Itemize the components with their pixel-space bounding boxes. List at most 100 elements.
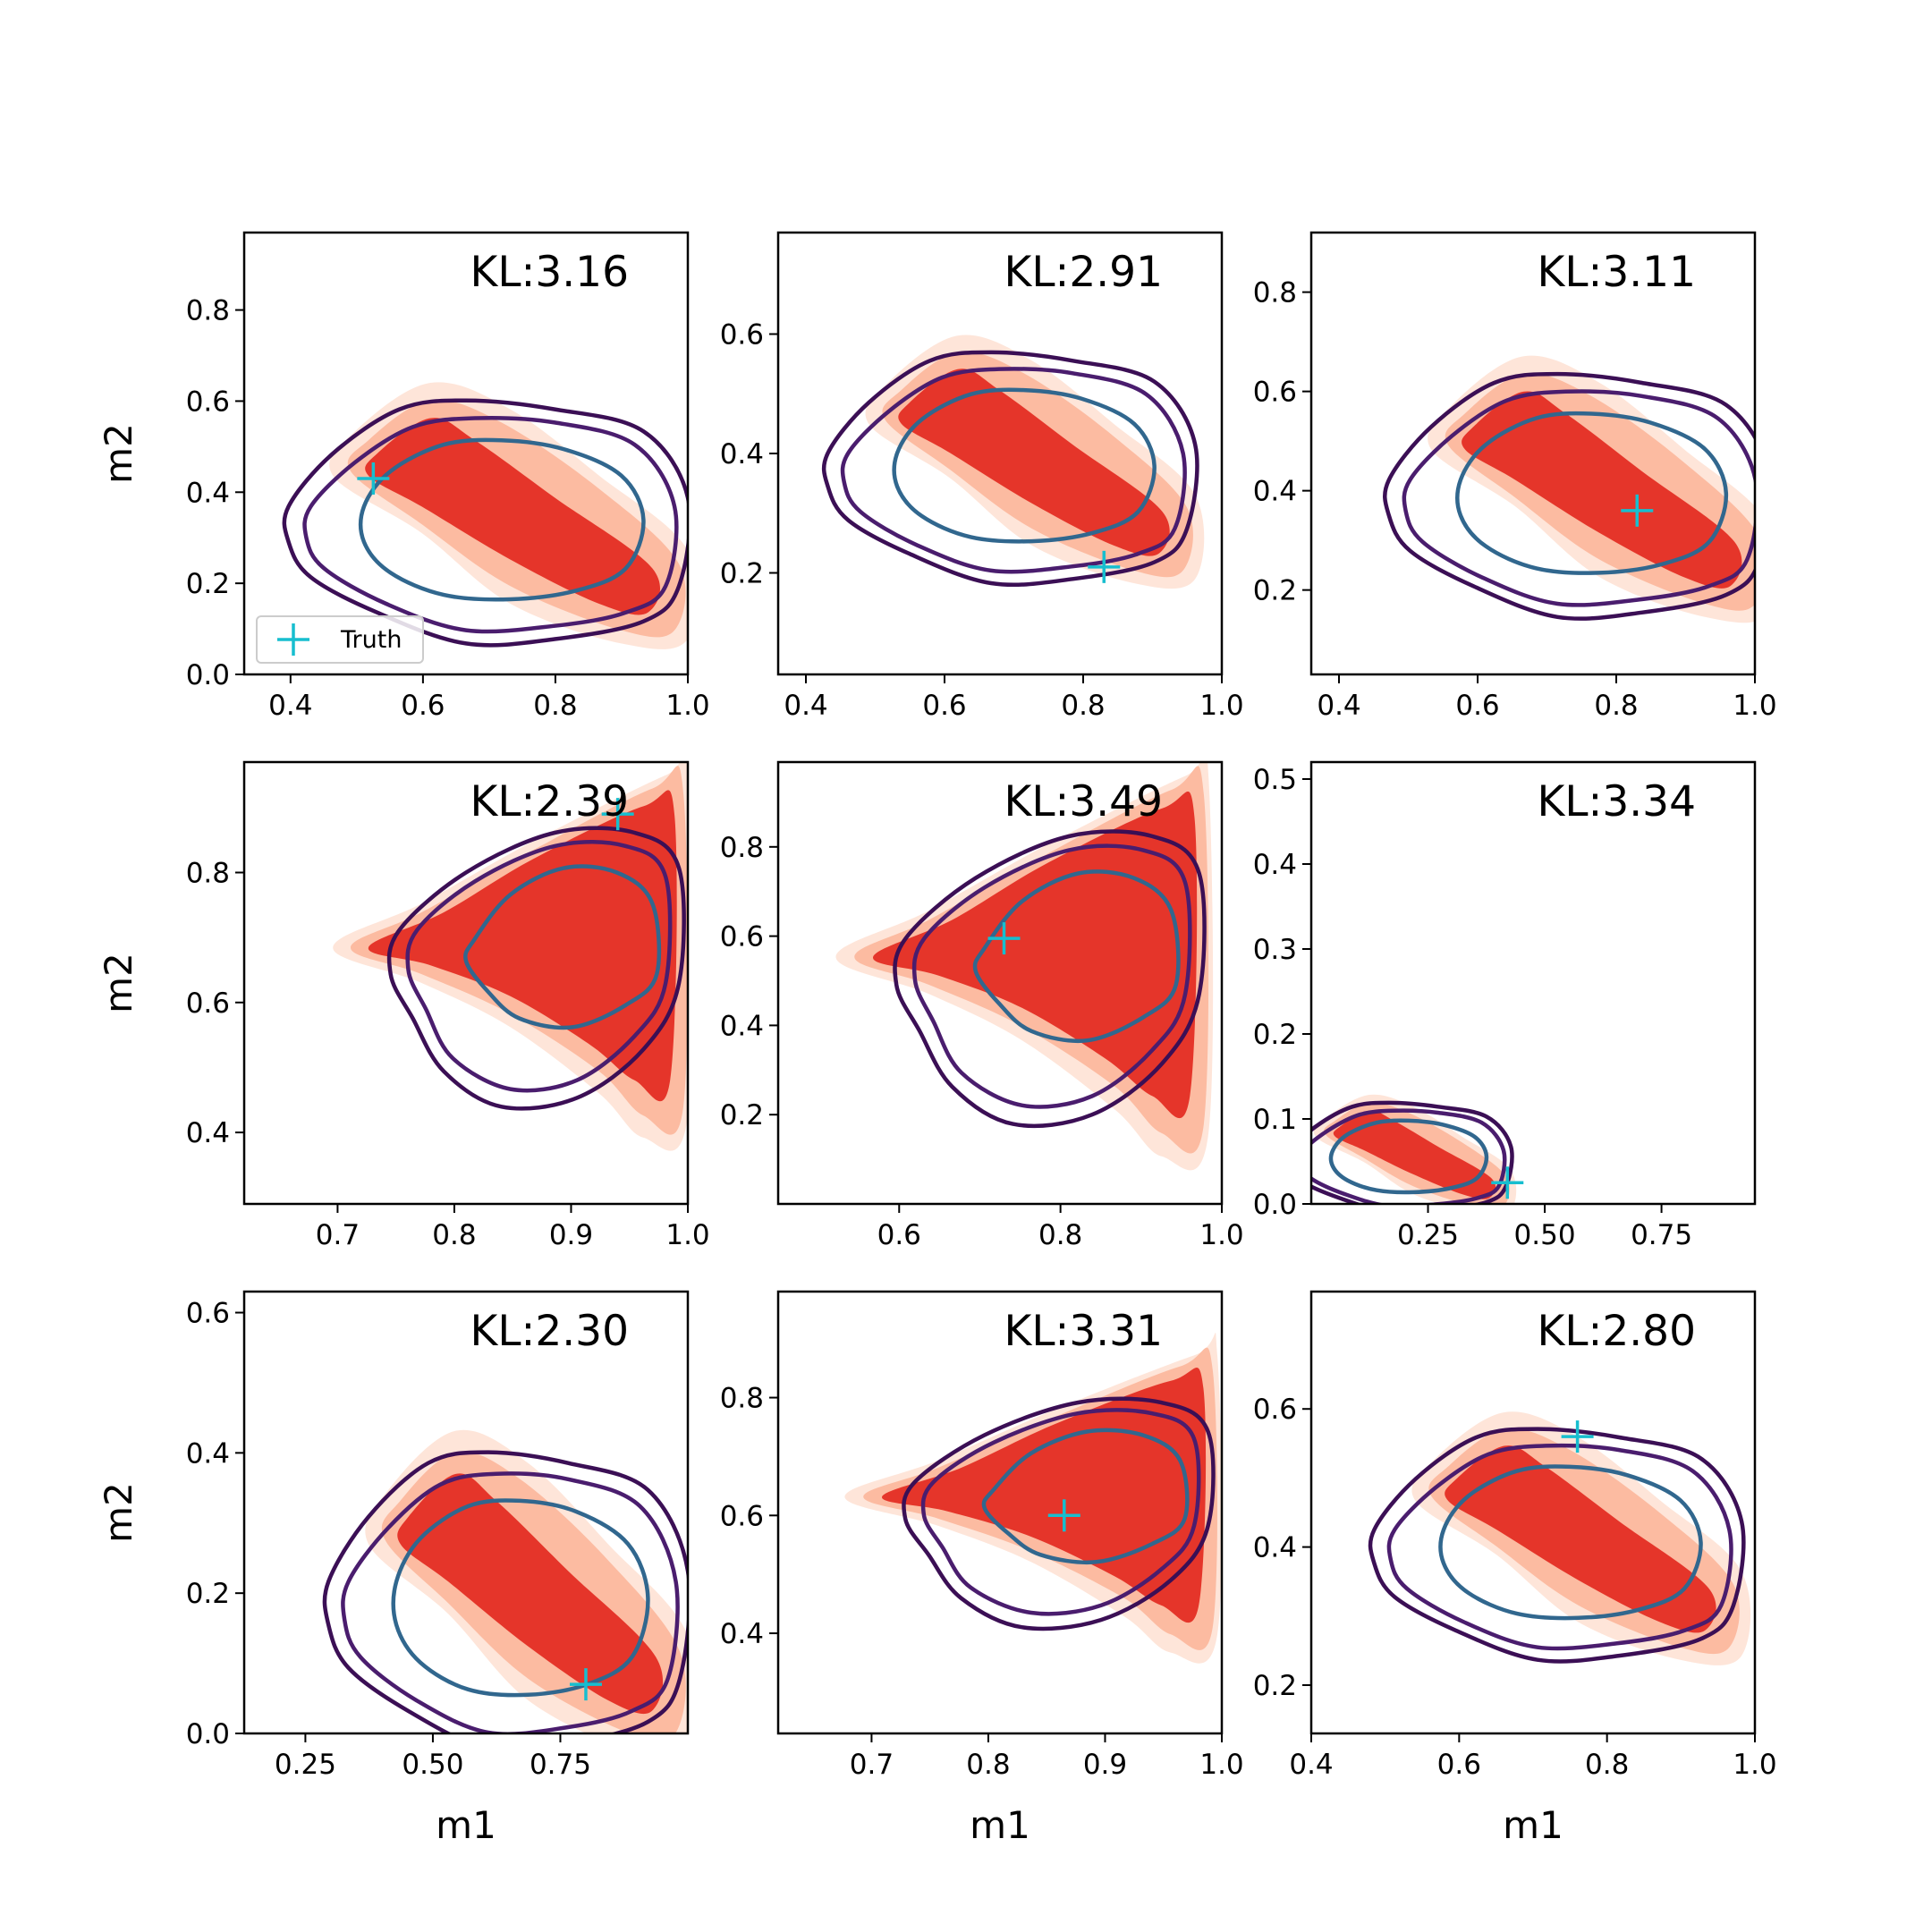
y-tick-label: 0.2: [1253, 1670, 1297, 1702]
legend-label: Truth: [340, 626, 402, 654]
y-tick-label: 0.4: [186, 1117, 230, 1149]
kl-annotation: KL:2.91: [1004, 248, 1164, 297]
y-tick-label: 0.6: [1253, 377, 1297, 409]
y-tick-label: 0.0: [186, 1718, 230, 1750]
x-tick-label: 0.8: [966, 1749, 1010, 1781]
x-tick-label: 0.4: [784, 690, 827, 722]
x-tick-label: 1.0: [1199, 690, 1243, 722]
x-tick-label: 0.8: [432, 1219, 476, 1251]
kl-annotation: KL:2.80: [1538, 1307, 1697, 1356]
x-tick-label: 0.8: [1038, 1219, 1082, 1251]
subplot-7: 0.25 0.50 0.75 0.0 0.2 0.4 0.6 KL:2.30 m2 m1: [97, 1290, 690, 1847]
subplot-4: 0.7 0.8 0.9 1.0 0.4 0.6 0.8 KL:2.39 m2: [97, 760, 710, 1251]
y-tick-label: 0.4: [186, 1437, 230, 1470]
truth-marker: [1621, 494, 1654, 527]
contour-line-outer: [386, 826, 686, 1111]
x-tick-label: 0.8: [1594, 690, 1638, 722]
truth-marker: [1088, 550, 1121, 583]
y-tick-label: 0.8: [720, 1383, 764, 1415]
axes-frame: [1309, 760, 1757, 1206]
axes-frame: [776, 760, 1224, 1206]
y-tick-label: 0.4: [186, 477, 230, 509]
x-tick-label: 0.6: [1455, 690, 1499, 722]
kl-annotation: KL:2.39: [470, 777, 630, 826]
truth-marker: [601, 798, 634, 831]
kl-annotation: KL:3.34: [1538, 777, 1697, 826]
y-tick-label: 0.2: [186, 1578, 230, 1610]
contour-line-outer: [893, 829, 1207, 1129]
truth-marker: [569, 1668, 602, 1701]
contour-line-outer: [282, 398, 688, 648]
y-tick-label: 0.2: [720, 558, 764, 590]
truth-marker: [1491, 1166, 1524, 1199]
y-tick-label: 0.0: [186, 659, 230, 691]
plot-area: [835, 762, 1214, 1171]
x-tick-label: 0.6: [401, 690, 445, 722]
y-tick-label: 0.8: [720, 832, 764, 864]
contour-line-inner: [1328, 1118, 1489, 1195]
y-tick-label: 0.1: [1253, 1104, 1297, 1136]
subplot-8: 0.7 0.8 0.9 1.0 0.4 0.6 0.8 KL:3.31 m1: [720, 1290, 1244, 1847]
contour-line-outer: [821, 350, 1199, 588]
subplot-5: 0.6 0.8 1.0 0.2 0.4 0.6 0.8 KL:3.49: [720, 760, 1244, 1251]
legend: Truth: [256, 615, 424, 664]
x-axis-label: m1: [1503, 1803, 1563, 1847]
x-tick-label: 0.75: [530, 1749, 591, 1781]
x-tick-label: 1.0: [1733, 1749, 1776, 1781]
plot-area: [282, 382, 688, 649]
x-tick-label: 0.4: [1289, 1749, 1333, 1781]
contour-line-outer: [1368, 1427, 1746, 1664]
contour-line-inner: [358, 437, 646, 602]
x-axis-label: m1: [436, 1803, 496, 1847]
x-axis-label: m1: [970, 1803, 1030, 1847]
y-tick-label: 0.2: [1253, 1019, 1297, 1051]
density-fill-inner: [872, 791, 1198, 1119]
y-tick-label: 0.6: [186, 987, 230, 1020]
contour-line-inner: [972, 869, 1181, 1044]
axes-frame: [1309, 1290, 1757, 1735]
subplot-6: 0.25 0.50 0.75 0.0 0.1 0.2 0.3 0.4 0.5 KL:3.34: [1253, 760, 1757, 1251]
plot-area: [322, 1429, 688, 1733]
x-tick-label: 0.25: [275, 1749, 336, 1781]
subplot-2: 0.4 0.6 0.8 1.0 0.2 0.4 0.6 KL:2.91: [720, 231, 1244, 722]
x-tick-label: 0.8: [533, 690, 577, 722]
y-tick-label: 0.8: [186, 295, 230, 327]
y-tick-label: 0.3: [1253, 934, 1297, 966]
legend-box: [256, 615, 424, 664]
x-tick-label: 0.6: [922, 690, 966, 722]
contour-line-mid: [1386, 1443, 1733, 1651]
plot-area: [821, 335, 1205, 589]
density-fill-inner: [881, 1367, 1207, 1623]
y-tick-label: 0.6: [720, 921, 764, 953]
kl-annotation: KL:3.49: [1004, 777, 1164, 826]
kl-annotation: KL:2.30: [470, 1307, 630, 1356]
contour-line-inner: [463, 864, 662, 1030]
y-axis-label: m2: [97, 1482, 140, 1543]
y-tick-label: 0.4: [720, 1010, 764, 1042]
x-tick-label: 0.25: [1397, 1219, 1459, 1251]
y-axis-label: m2: [97, 953, 140, 1013]
y-tick-label: 0.8: [186, 858, 230, 890]
y-tick-label: 0.6: [1253, 1394, 1297, 1426]
plot-area: [844, 1333, 1222, 1664]
density-fill-inner: [1462, 391, 1742, 589]
contour-line-mid: [1311, 1108, 1507, 1204]
x-tick-label: 0.8: [1061, 690, 1105, 722]
contour-line-inner: [892, 387, 1157, 544]
y-tick-label: 0.6: [720, 318, 764, 351]
density-fill-inner: [1333, 1110, 1496, 1199]
plot-area: [333, 762, 688, 1151]
contour-line-inner: [1455, 411, 1729, 575]
y-tick-label: 0.5: [1253, 764, 1297, 796]
y-tick-label: 0.4: [1253, 476, 1297, 508]
contour-line-mid: [302, 415, 679, 634]
axes-frame: [1309, 231, 1757, 676]
x-tick-label: 0.6: [1437, 1749, 1481, 1781]
y-tick-label: 0.6: [186, 386, 230, 418]
density-fill-inner: [898, 369, 1170, 556]
y-tick-label: 0.4: [720, 438, 764, 470]
axes-frame: [242, 231, 690, 676]
x-tick-label: 0.8: [1585, 1749, 1629, 1781]
kl-annotation: KL:3.11: [1538, 248, 1697, 297]
